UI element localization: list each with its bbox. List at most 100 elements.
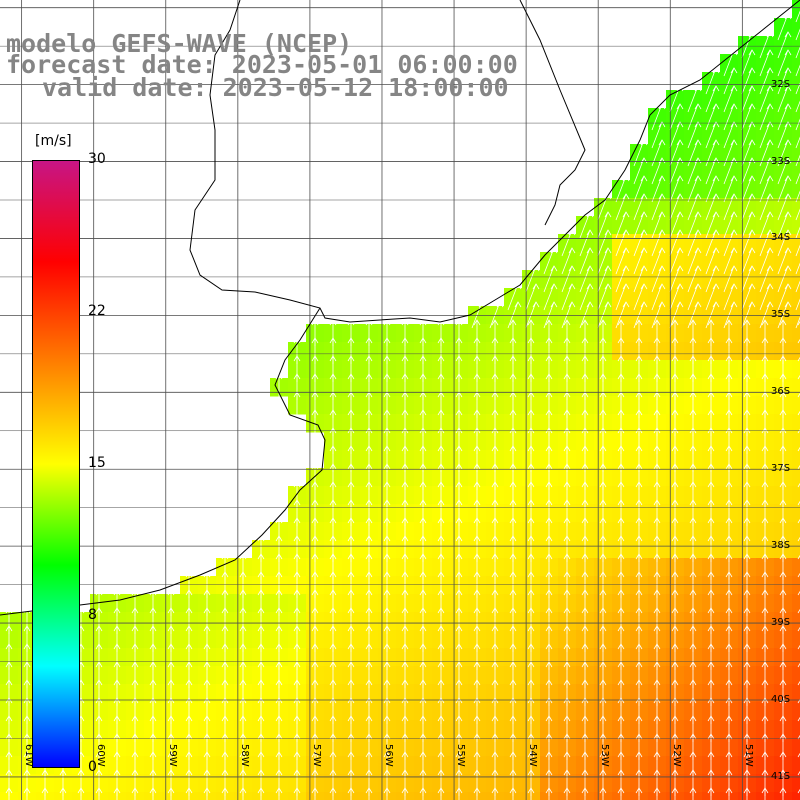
wind-arrow — [777, 229, 792, 257]
wind-arrow — [687, 193, 702, 221]
wind-arrow — [41, 787, 49, 800]
wind-cell — [792, 36, 800, 55]
wind-arrow — [797, 464, 800, 470]
wind-arrow — [759, 121, 774, 149]
wind-cell — [792, 288, 800, 307]
wind-arrow — [797, 734, 800, 740]
wind-arrow — [741, 175, 756, 203]
wind-arrow — [651, 211, 666, 239]
wind-arrow — [651, 193, 666, 221]
wind-arrow — [741, 49, 756, 77]
wind-cell — [792, 540, 800, 559]
lat-label: 32S — [771, 78, 791, 90]
wind-arrow — [723, 175, 738, 203]
wind-arrow — [759, 283, 774, 311]
wind-arrow — [705, 211, 720, 239]
wind-arrow — [797, 338, 800, 344]
wind-arrow — [617, 787, 625, 800]
wind-arrow — [723, 121, 738, 149]
lon-label: 51W — [743, 744, 755, 767]
wind-arrow — [633, 229, 648, 257]
colorbar-tick-30: 30 — [88, 151, 106, 167]
lon-label: 55W — [455, 744, 467, 767]
lon-label: 52W — [671, 744, 683, 767]
coastline-north — [189, 0, 800, 323]
wind-arrow — [633, 193, 648, 221]
wind-arrow — [311, 787, 319, 800]
wind-arrow — [543, 265, 558, 293]
wind-arrow — [579, 211, 594, 239]
wind-cell — [792, 450, 800, 469]
wind-arrow — [347, 787, 355, 800]
wind-arrow — [797, 752, 800, 758]
wind-cell — [792, 774, 800, 793]
wind-arrow — [797, 536, 800, 542]
wind-cell — [792, 342, 800, 361]
wind-cell — [792, 360, 800, 379]
wind-arrow — [671, 787, 679, 800]
wind-arrow — [615, 175, 630, 203]
wind-arrow — [687, 103, 702, 131]
wind-arrow — [669, 247, 684, 275]
wind-arrow — [795, 100, 800, 113]
wind-cell — [792, 738, 800, 757]
wind-arrow — [777, 85, 792, 113]
wind-arrow — [669, 265, 684, 293]
wind-arrow — [437, 787, 445, 800]
wind-arrow — [741, 265, 756, 293]
wind-cell — [792, 666, 800, 685]
wind-cell — [792, 576, 800, 595]
wind-arrow — [795, 298, 800, 311]
lat-label: 36S — [771, 386, 791, 398]
wind-arrow — [561, 265, 576, 293]
wind-arrow — [669, 193, 684, 221]
wind-arrow — [797, 428, 800, 434]
wind-arrow — [669, 211, 684, 239]
wind-arrow — [383, 787, 391, 800]
wind-arrow — [777, 67, 792, 95]
wind-arrow — [723, 193, 738, 221]
wind-arrow — [777, 211, 792, 239]
wind-arrow — [777, 193, 792, 221]
wind-cell — [792, 216, 800, 235]
wind-cell — [792, 72, 800, 91]
wind-arrow — [687, 247, 702, 275]
wind-arrow — [797, 320, 800, 326]
wind-arrow — [705, 229, 720, 257]
wind-arrow — [795, 10, 800, 23]
wind-cell — [792, 792, 800, 800]
wind-arrow — [365, 787, 373, 800]
wind-arrow — [687, 283, 702, 311]
wind-arrow — [597, 211, 612, 239]
colorbar-tick-22: 22 — [88, 303, 106, 319]
wind-arrow — [527, 787, 535, 800]
wind-arrow — [797, 626, 800, 632]
wind-arrow — [759, 31, 774, 59]
wind-arrow — [599, 787, 607, 800]
wind-cell — [792, 54, 800, 73]
wind-arrow — [743, 787, 751, 800]
wind-arrow — [561, 247, 576, 275]
wind-arrow — [705, 193, 720, 221]
wind-cell — [792, 648, 800, 667]
wind-arrow — [597, 283, 612, 311]
wind-arrow — [311, 409, 319, 436]
colorbar-tick-0: 0 — [88, 759, 97, 775]
wind-cell — [792, 486, 800, 505]
wind-arrow — [723, 229, 738, 257]
valid-date: valid date: 2023-05-12 18:00:00 — [42, 73, 509, 102]
wind-arrow — [795, 190, 800, 203]
wind-arrow — [723, 85, 738, 113]
wind-arrow — [797, 608, 800, 614]
wind-cell — [792, 126, 800, 145]
lat-label: 39S — [771, 617, 791, 629]
wind-arrow — [797, 680, 800, 686]
wind-cell — [792, 162, 800, 181]
wind-arrow — [723, 283, 738, 311]
wind-arrow — [525, 283, 540, 311]
wind-arrow — [5, 787, 13, 800]
wind-arrow — [741, 211, 756, 239]
wind-cell — [792, 180, 800, 199]
wind-cell — [792, 594, 800, 613]
